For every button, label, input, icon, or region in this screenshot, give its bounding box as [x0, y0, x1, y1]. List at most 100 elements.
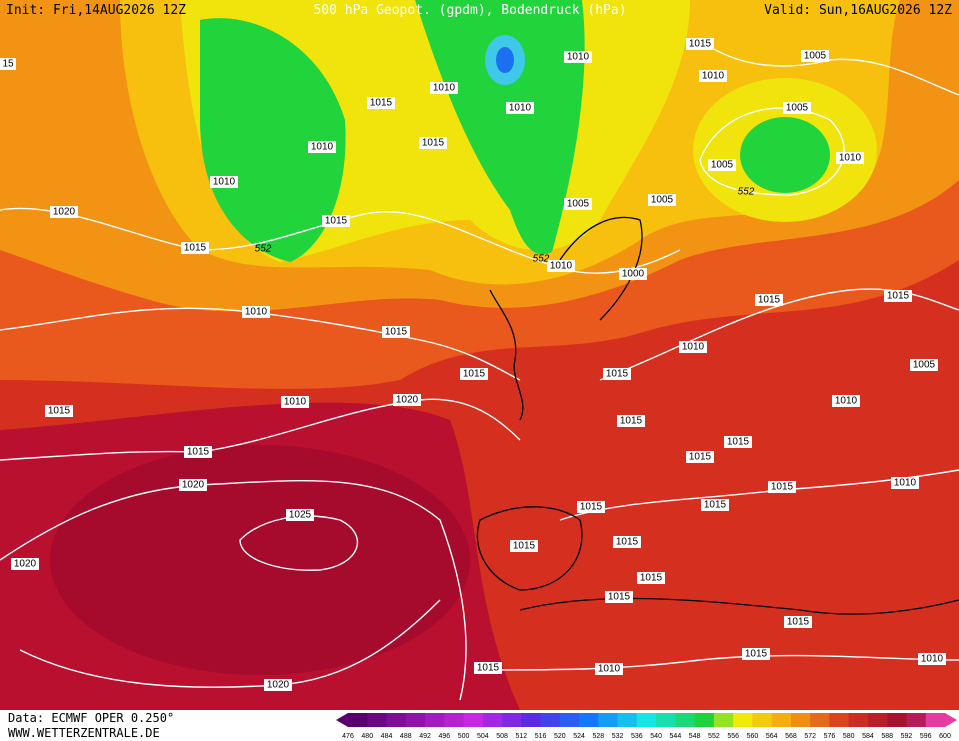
isobar-label: 1015	[704, 500, 727, 511]
isobar-label-box	[603, 368, 631, 380]
isobar	[0, 207, 681, 274]
colorbar-label: 500	[458, 733, 470, 740]
isobar-label: 1015	[463, 369, 486, 380]
isobar-label: 1020	[53, 207, 76, 218]
isobar-label-box	[701, 499, 729, 511]
isobar-label-box	[510, 540, 538, 552]
isobar-label-box	[686, 38, 714, 50]
isobar-label: 1005	[804, 51, 827, 62]
isobar-label: 1010	[598, 664, 621, 675]
isobar-label: 1015	[325, 216, 348, 227]
isobar-label: 1015	[513, 541, 536, 552]
colorbar-cell	[482, 713, 503, 727]
isobar	[239, 515, 359, 571]
colorbar-label: 564	[766, 733, 778, 740]
isobar-label: 1015	[640, 573, 663, 584]
isobar-label: 1025	[289, 510, 312, 521]
isobar-label: 1005	[711, 160, 734, 171]
height-label: 552	[255, 244, 272, 255]
init-time: Init: Fri,14AUG2026 12Z	[6, 3, 186, 18]
isobar-label: 1005	[913, 360, 936, 371]
isobar-label: 1015	[370, 98, 393, 109]
trough	[415, 0, 585, 255]
isobar-label-box	[617, 415, 645, 427]
colorbar-label: 488	[400, 733, 412, 740]
colorbar-label: 476	[342, 733, 354, 740]
isobar-label: 1010	[682, 342, 705, 353]
trough	[200, 18, 346, 262]
colorbar-cell	[425, 713, 445, 727]
isobar-label-box	[742, 648, 770, 660]
colorbar-cell	[733, 713, 753, 727]
coastline	[559, 216, 643, 321]
colorbar-cell	[559, 713, 580, 727]
colorbar-label: 536	[631, 733, 643, 740]
isobar-label-box	[595, 663, 623, 675]
isobar	[0, 479, 467, 701]
colorbar-label: 480	[361, 733, 373, 740]
colorbar-cell	[906, 713, 927, 727]
isobar-label-box	[181, 242, 209, 254]
colorbar-cell	[502, 713, 522, 727]
isobar-label: 1000	[622, 269, 645, 280]
isobar-label-box	[832, 395, 860, 407]
colorbar: 476 480 484 488 492 496 500 504 508 512 516 520 524 5…	[336, 713, 957, 740]
colorbar-label: 504	[477, 733, 489, 740]
isobar-label: 1015	[184, 243, 207, 254]
isobar-label-box	[686, 451, 714, 463]
isobar-label-box	[564, 198, 592, 210]
isobar-label-box	[679, 341, 707, 353]
isobar-label: 1015	[689, 452, 712, 463]
coastline	[519, 597, 959, 615]
colorbar-label: 528	[593, 733, 605, 740]
isobar-label: 1020	[267, 680, 290, 691]
isobar-label: 1015	[580, 502, 603, 513]
colorbar-label: 484	[381, 733, 393, 740]
isobar-label: 1015	[745, 649, 768, 660]
height-label: 552	[738, 187, 755, 198]
isobar	[0, 398, 521, 461]
colorbar-label: 580	[843, 733, 855, 740]
isobar-label-box	[419, 137, 447, 149]
isobar-label: 1015	[48, 406, 71, 417]
map: 15 1010 1010 1015 1010 1010 1010 1015 1010 1005 10…	[0, 0, 959, 710]
isobar	[0, 307, 521, 381]
colorbar-cell	[444, 713, 465, 727]
isobar-label-box	[768, 481, 796, 493]
colorbar-cell	[771, 713, 792, 727]
isobar-label-box	[910, 359, 938, 371]
map-title: 500 hPa Geopot. (gpdm), Bodendruck (hPa)	[313, 3, 626, 18]
colorbar-cell	[656, 713, 676, 727]
isobar-label-box	[637, 572, 665, 584]
isobar-label: 1010	[284, 397, 307, 408]
isobar-label-box	[801, 50, 829, 62]
isobar-label: 1005	[786, 103, 809, 114]
isobar	[479, 654, 959, 671]
coastline	[476, 506, 583, 591]
valid-time: Valid: Sun,16AUG2026 12Z	[764, 3, 952, 18]
isobar-label-box	[613, 536, 641, 548]
colorbar-cell	[790, 713, 811, 727]
colorbar-label: 560	[747, 733, 759, 740]
colorbar-cell	[636, 713, 657, 727]
colorbar-cell	[348, 713, 368, 727]
colorbar-cell	[848, 713, 869, 727]
isobar-label: 1010	[567, 52, 590, 63]
trough	[740, 117, 830, 193]
isobar-label-box	[577, 501, 605, 513]
colorbar-label: 520	[554, 733, 566, 740]
isobar-label-box	[308, 141, 336, 153]
colorbar-cell	[463, 713, 484, 727]
isobar-label: 15	[2, 59, 14, 70]
isobar-label: 1010	[921, 654, 944, 665]
isobar-label-box	[708, 159, 736, 171]
colorbar-label: 556	[727, 733, 739, 740]
colorbar-label: 508	[496, 733, 508, 740]
colorbar-cell	[675, 713, 696, 727]
isobar-label: 1010	[213, 177, 236, 188]
colorbar-label: 492	[419, 733, 431, 740]
isobar-label: 1020	[182, 480, 205, 491]
colorbar-label: 532	[612, 733, 624, 740]
isobar-label-box	[382, 326, 410, 338]
